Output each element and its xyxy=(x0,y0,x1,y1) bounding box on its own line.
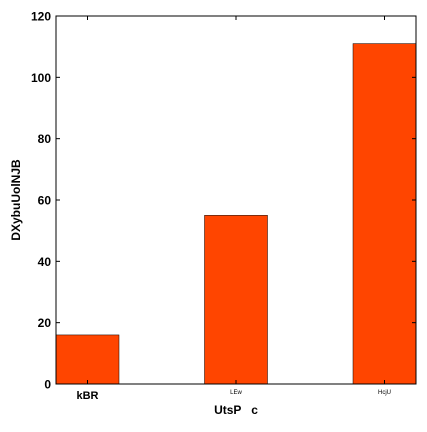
y-tick-label-20: 20 xyxy=(38,316,52,330)
bar-HcjU xyxy=(352,43,417,385)
bars-layer xyxy=(55,43,417,385)
x-tick-label-HcjU: HcjU xyxy=(378,390,391,396)
y-tick-label-60: 60 xyxy=(38,194,52,208)
bar-kBR xyxy=(55,334,120,385)
x-tick-label-kBR: kBR xyxy=(76,390,98,402)
ticks-layer: kBR LEw HcjU 0 20 40 60 80 100 120 xyxy=(31,10,416,402)
y-tick-label-100: 100 xyxy=(31,71,51,85)
y-tick-label-40: 40 xyxy=(38,255,52,269)
y-tick-label-0: 0 xyxy=(44,378,51,392)
x-axis-label: UtsP c xyxy=(214,403,258,417)
x-tick-label-LEw: LEw xyxy=(230,390,242,396)
y-tick-label-120: 120 xyxy=(31,10,51,24)
y-axis-label: DXybuUolNJB xyxy=(9,159,23,241)
y-tick-label-80: 80 xyxy=(38,132,52,146)
bar-LEw xyxy=(204,215,268,385)
plot-frame xyxy=(55,15,417,385)
